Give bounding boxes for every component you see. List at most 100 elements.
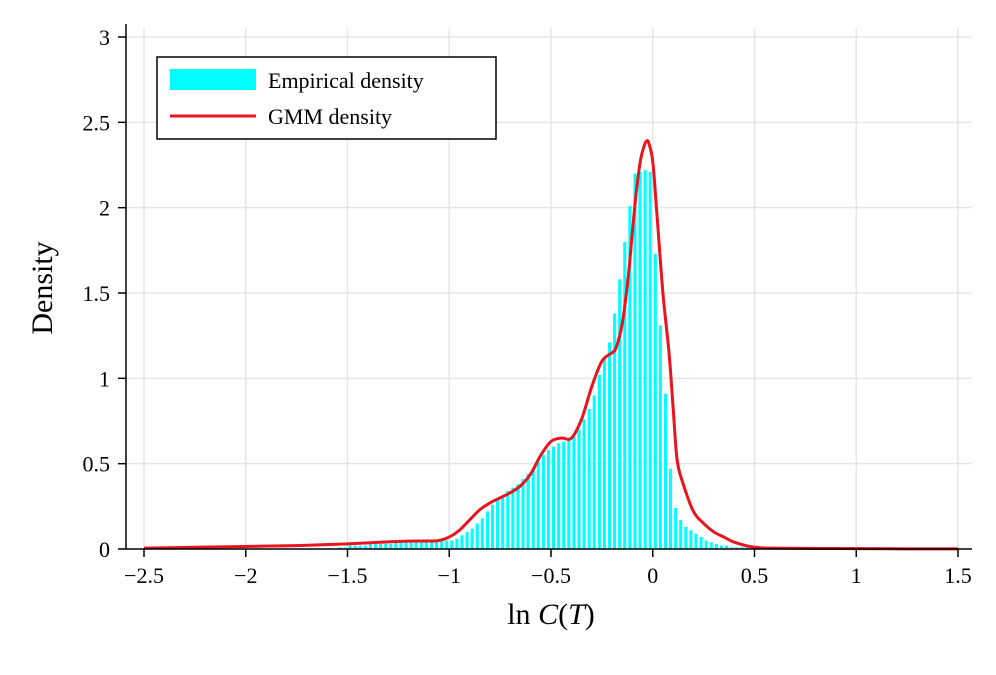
histogram-bar (460, 535, 464, 549)
histogram-bar (536, 461, 540, 549)
histogram-bar (592, 395, 596, 549)
histogram-bar (465, 531, 469, 549)
histogram-bar (353, 545, 357, 549)
histogram-bar (531, 468, 535, 549)
histogram-bar (368, 543, 372, 549)
histogram-bar (394, 542, 398, 549)
histogram-bar (511, 487, 515, 549)
histogram-bar (684, 526, 688, 549)
y-tick-label: 0.5 (83, 452, 111, 477)
histogram-bar (582, 419, 586, 549)
legend: Empirical density GMM density (156, 56, 497, 140)
histogram-bar (714, 543, 718, 549)
histogram-bar (546, 450, 550, 549)
y-tick-label: 3 (99, 25, 110, 50)
histogram-bar (724, 545, 729, 549)
histogram-bar (409, 542, 413, 549)
y-tick-label: 1.5 (83, 281, 111, 306)
histogram-bar (643, 170, 647, 549)
histogram-bar (557, 443, 561, 549)
histogram-bar (699, 537, 703, 549)
histogram-bar (740, 547, 744, 549)
x-axis-title: ln C(T) (507, 598, 595, 631)
histogram-bar (679, 519, 683, 549)
x-tick-label: 1 (851, 563, 862, 588)
histogram-bar (628, 205, 632, 549)
histogram-bar (470, 528, 474, 549)
histogram-bar (419, 542, 423, 549)
histogram-bar (384, 543, 388, 549)
grid (126, 28, 972, 549)
histogram-bar (429, 540, 433, 549)
legend-label-empirical: Empirical density (268, 68, 424, 93)
x-tick-label: −2.5 (124, 563, 164, 588)
histogram-bar (414, 542, 418, 549)
y-tick-label: 0 (99, 537, 110, 562)
x-tick-label: 0 (647, 563, 658, 588)
histogram-bar (521, 479, 525, 549)
histogram-bar (389, 543, 393, 549)
histogram-bar (663, 393, 668, 549)
histogram-bar (623, 241, 627, 550)
y-axis-title: Density (26, 241, 59, 334)
legend-label-gmm: GMM density (268, 104, 392, 129)
histogram-bar (658, 325, 662, 549)
x-tick-label: −0.5 (531, 563, 571, 588)
histogram-bar (526, 473, 530, 549)
histogram-bar (552, 446, 556, 549)
histogram-bar (490, 504, 495, 549)
histogram-bar (602, 357, 606, 549)
histogram-bar (597, 374, 601, 549)
histogram-bar (577, 429, 581, 549)
histogram-bar (618, 279, 622, 549)
histogram-bar (450, 540, 454, 549)
histogram-bar (613, 313, 617, 549)
histogram-bar (704, 540, 708, 549)
histogram-bar (455, 538, 459, 549)
histogram-bar (363, 545, 367, 549)
x-tick-label: 0.5 (741, 563, 769, 588)
histogram-bar (653, 253, 657, 549)
gmm-density-line (143, 139, 959, 551)
histogram-bar (434, 540, 439, 549)
histogram-bar (348, 545, 352, 549)
histogram-bar (587, 409, 591, 549)
histogram-bar (496, 499, 500, 549)
histogram-bar (638, 171, 642, 549)
histogram-bar (694, 533, 698, 549)
histogram-bar (475, 523, 479, 549)
y-tick-label: 2 (99, 196, 110, 221)
histogram-bar (506, 490, 510, 549)
histogram-bars (338, 170, 749, 550)
histogram-bar (562, 441, 566, 549)
histogram-bar (399, 542, 403, 549)
x-tick-label: 1.5 (944, 563, 972, 588)
histogram-bar (358, 545, 362, 549)
histogram-bar (674, 508, 678, 549)
histogram-bar (516, 484, 520, 549)
histogram-bar (440, 540, 444, 549)
histogram-bar (404, 542, 408, 549)
histogram-bar (572, 436, 576, 549)
histogram-bar (730, 547, 734, 549)
histogram-bar (338, 547, 342, 549)
axes: −2.5 −2 −1.5 −1 −0.5 0 0.5 1 1.5 0 0.5 1 1.5 2 2.5 3 (83, 24, 972, 588)
histogram-bar (480, 518, 484, 549)
histogram-bar (633, 173, 637, 550)
histogram-bar (567, 439, 571, 549)
histogram-bar (424, 542, 428, 549)
histogram-bar (607, 342, 612, 549)
legend-swatch-empirical (170, 69, 256, 90)
x-tick-label: −2 (234, 563, 257, 588)
histogram-bar (709, 542, 713, 549)
gmm-line-layer (143, 139, 959, 551)
histogram-bar (735, 547, 739, 549)
y-tick-label: 1 (99, 366, 110, 391)
histogram-bar (501, 496, 505, 549)
x-tick-label: −1.5 (328, 563, 368, 588)
histogram-bar (648, 171, 652, 549)
histogram-bar (719, 545, 723, 549)
histogram-bar (669, 468, 673, 549)
histogram-bar (379, 543, 383, 549)
